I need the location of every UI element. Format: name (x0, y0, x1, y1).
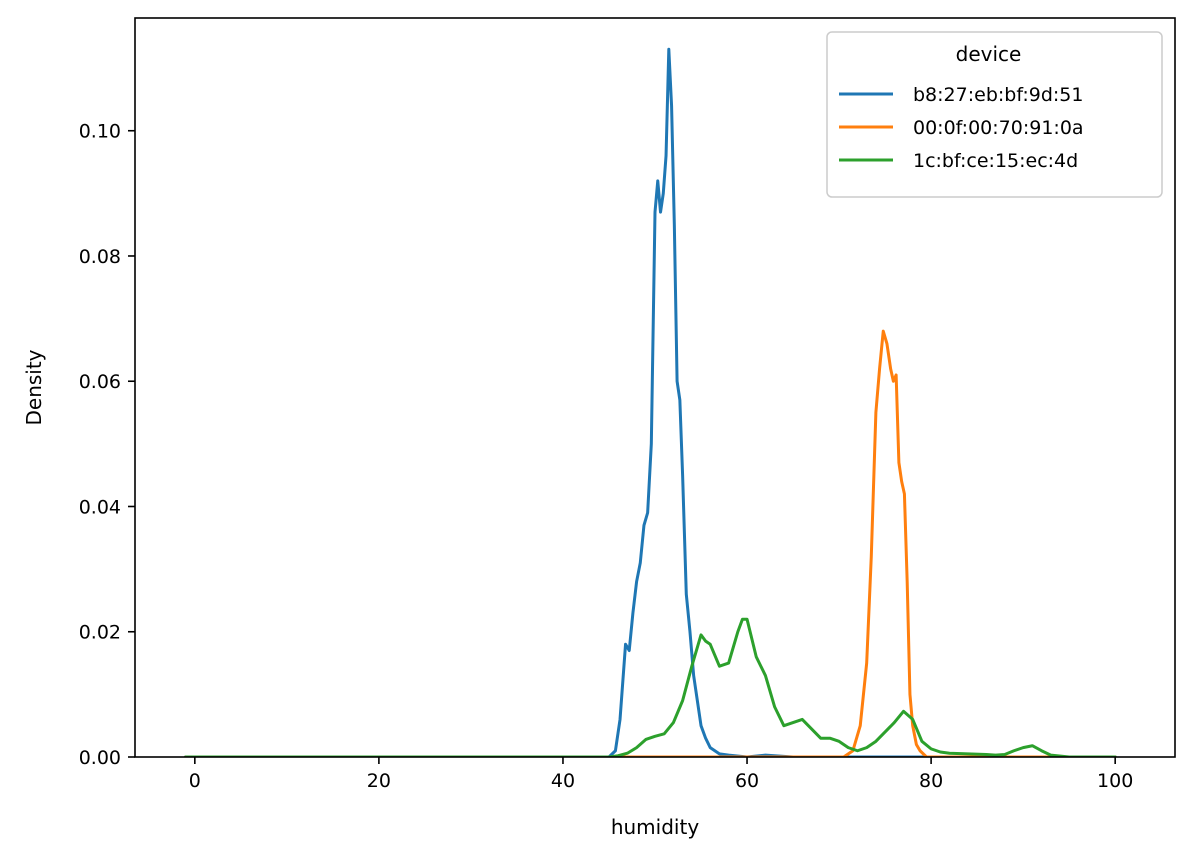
y-tick-label: 0.10 (79, 121, 121, 143)
y-tick-label: 0.04 (79, 496, 121, 518)
y-tick-label: 0.08 (79, 246, 121, 268)
legend-label-1: b8:27:eb:bf:9d:51 (913, 84, 1083, 106)
x-tick-label: 60 (735, 770, 759, 792)
legend-label-3: 1c:bf:ce:15:ec:4d (913, 150, 1078, 172)
series-lines (184, 47, 1117, 757)
plot-area (184, 47, 1117, 757)
x-tick-label: 20 (367, 770, 391, 792)
legend-box (826, 31, 1163, 198)
legend-title: device (956, 42, 1022, 66)
x-tick-label: 0 (189, 770, 201, 792)
series-line-1 (184, 47, 1117, 757)
axes-frame (134, 17, 1176, 758)
series-line-3 (184, 617, 1117, 757)
x-tick-label: 100 (1097, 770, 1133, 792)
axes: 0 20 40 60 80 100 0.00 0.02 0.04 0.06 0.08 0.10 humi… (22, 17, 1176, 839)
legend-label-2: 00:0f:00:70:91:0a (913, 117, 1084, 139)
x-tick-label: 80 (919, 770, 943, 792)
series-line-2 (184, 329, 1117, 757)
y-tick-label: 0.02 (79, 622, 121, 644)
x-tick-label: 40 (551, 770, 575, 792)
y-tick-label: 0.06 (79, 371, 121, 393)
x-axis-label: humidity (611, 815, 699, 839)
legend: device b8:27:eb:bf:9d:51 00:0f:00:70:91:0a… (826, 31, 1163, 198)
y-tick-label: 0.00 (79, 747, 121, 769)
y-axis-label: Density (22, 349, 46, 425)
